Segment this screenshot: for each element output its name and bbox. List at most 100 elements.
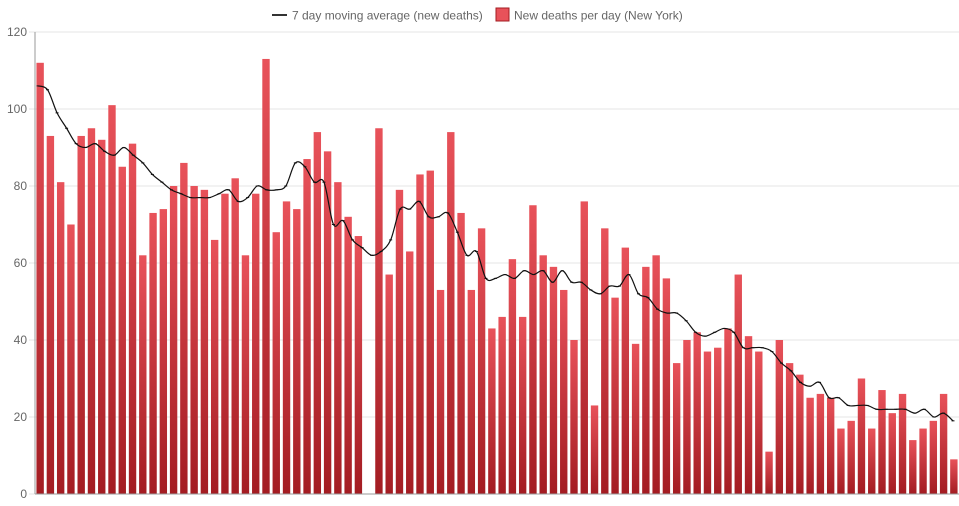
- tick-label-y-120: 120: [7, 25, 27, 39]
- bar-21: [252, 193, 260, 494]
- bar-34: [385, 274, 393, 494]
- bar-25: [293, 209, 301, 494]
- bar-23: [272, 232, 280, 494]
- bar-60: [652, 255, 660, 494]
- bar-3: [67, 224, 75, 494]
- line-series: [36, 85, 955, 422]
- bar-80: [857, 378, 866, 494]
- legend-item-new-deaths[interactable]: New deaths per day (New York): [495, 7, 683, 23]
- bar-56: [611, 297, 619, 494]
- bar-81: [868, 428, 876, 494]
- bar-4: [77, 135, 85, 494]
- bar-89: [950, 459, 958, 494]
- bar-43: [477, 228, 486, 494]
- bar-64: [693, 332, 701, 494]
- bar-29: [334, 182, 342, 494]
- bar-88: [939, 393, 948, 494]
- bar-61: [662, 278, 671, 494]
- bar-24: [282, 201, 291, 494]
- bar-19: [231, 178, 239, 495]
- bar-50: [549, 266, 558, 494]
- bar-8: [118, 166, 126, 494]
- bar-9: [128, 143, 137, 494]
- bar-46: [508, 259, 517, 494]
- bar-79: [847, 420, 855, 494]
- bar-1: [46, 135, 55, 494]
- bar-5: [87, 128, 96, 494]
- bar-36: [406, 251, 414, 494]
- bar-74: [796, 374, 804, 494]
- bar-67: [724, 328, 732, 494]
- bar-62: [672, 363, 681, 494]
- bar-55: [601, 228, 609, 494]
- bar-22: [262, 58, 270, 494]
- y-axis-ticks: 0 20 40 60 80 100 120: [7, 25, 35, 501]
- bar-17: [210, 239, 219, 494]
- bar-76: [816, 393, 825, 494]
- tick-label-y-100: 100: [7, 102, 27, 116]
- bar-40: [447, 132, 455, 494]
- bar-38: [426, 170, 434, 494]
- bar-57: [621, 247, 630, 494]
- bar-12: [159, 209, 168, 494]
- bar-39: [436, 289, 445, 494]
- bar-series: [36, 58, 958, 495]
- bar-65: [703, 351, 712, 494]
- bar-75: [806, 397, 814, 494]
- bar-69: [744, 336, 753, 494]
- bar-71: [765, 451, 773, 494]
- bar-47: [518, 316, 527, 494]
- bar-2: [56, 182, 65, 494]
- bar-27: [313, 132, 322, 494]
- bar-51: [560, 289, 568, 494]
- bar-11: [149, 212, 157, 494]
- bar-83: [888, 413, 896, 494]
- bar-31: [354, 236, 363, 495]
- bar-78: [837, 428, 845, 494]
- tick-label-y-40: 40: [14, 333, 28, 347]
- bar-6: [98, 139, 106, 495]
- legend[interactable]: 7 day moving average (new deaths) New de…: [272, 7, 683, 23]
- bar-73: [785, 363, 794, 494]
- bar-52: [570, 340, 578, 494]
- bar-48: [529, 205, 537, 494]
- bar-82: [878, 390, 886, 494]
- bar-59: [642, 266, 650, 494]
- bar-28: [323, 151, 332, 494]
- bar-85: [909, 440, 917, 494]
- bar-68: [734, 274, 742, 494]
- legend-label-new-deaths: New deaths per day (New York): [514, 9, 683, 23]
- bar-33: [375, 128, 383, 494]
- bar-41: [457, 212, 465, 494]
- bar-53: [580, 201, 588, 494]
- bar-87: [929, 420, 938, 494]
- bar-10: [139, 255, 147, 494]
- bar-18: [221, 193, 229, 494]
- bar-54: [590, 405, 599, 494]
- tick-label-y-80: 80: [14, 179, 28, 193]
- bar-7: [108, 105, 116, 495]
- bar-13: [169, 186, 178, 494]
- bar-20: [241, 255, 250, 494]
- bar-70: [755, 351, 763, 494]
- bar-16: [200, 189, 209, 494]
- legend-item-moving-average[interactable]: 7 day moving average (new deaths): [272, 9, 483, 23]
- bar-72: [775, 340, 784, 494]
- axes: [34, 32, 959, 495]
- bar-42: [467, 289, 476, 494]
- bar-35: [395, 189, 404, 494]
- bar-26: [303, 159, 311, 495]
- legend-label-moving-average: 7 day moving average (new deaths): [292, 9, 483, 23]
- bar-30: [344, 216, 352, 495]
- bar-86: [919, 428, 927, 494]
- tick-label-y-0: 0: [20, 487, 27, 501]
- bar-49: [539, 255, 547, 494]
- tick-label-y-20: 20: [14, 410, 28, 424]
- bar-63: [683, 340, 691, 494]
- bar-44: [488, 328, 496, 494]
- tick-label-y-60: 60: [14, 256, 28, 270]
- bar-0: [36, 62, 44, 495]
- bar-84: [898, 393, 907, 494]
